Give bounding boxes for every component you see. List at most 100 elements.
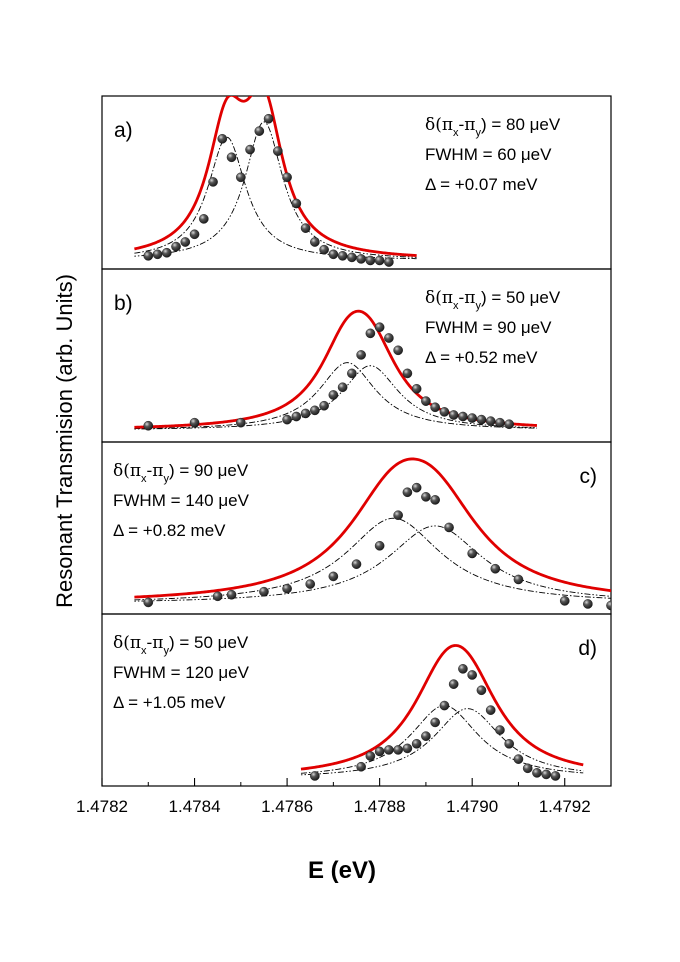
x-tick-label: 1.4790 <box>446 797 498 816</box>
data-point <box>337 251 348 261</box>
data-point <box>217 133 228 144</box>
data-point <box>550 771 561 781</box>
splitting-mid: -π <box>459 115 476 135</box>
data-point <box>559 596 570 606</box>
data-point <box>328 571 339 582</box>
data-point <box>393 510 403 521</box>
data-point <box>198 214 209 224</box>
data-point <box>504 739 515 749</box>
panel-b: b) δ(πx-πy) = 50 μeV FWHM = 90 μeV Δ = +0.5… <box>101 268 612 443</box>
splitting-value: ) = 80 μeV <box>481 115 561 134</box>
splitting-prefix: δ(π <box>425 288 453 308</box>
data-point <box>504 419 515 430</box>
data-point <box>300 408 311 419</box>
data-point <box>430 495 440 505</box>
data-point <box>374 255 385 266</box>
data-point <box>263 113 274 124</box>
data-point <box>356 350 366 360</box>
plot-area <box>300 644 584 781</box>
data-point <box>402 368 413 379</box>
data-point <box>328 249 339 260</box>
data-point <box>161 247 172 258</box>
data-point <box>208 177 218 187</box>
delta-annotation: Δ = +0.52 meV <box>425 348 538 367</box>
component-curve-2 <box>300 708 584 776</box>
splitting-annotation: δ(πx-πy) = 90 μeV <box>113 461 249 485</box>
splitting-sub-x: x <box>453 300 459 312</box>
data-point <box>467 670 477 680</box>
splitting-annotation: δ(πx-πy) = 50 μeV <box>113 633 249 657</box>
splitting-annotation: δ(πx-πy) = 80 μeV <box>425 115 561 139</box>
data-point <box>291 198 302 209</box>
data-point <box>374 746 385 757</box>
data-point <box>310 405 320 416</box>
splitting-mid: -π <box>147 633 164 653</box>
x-tick-label: 1.4784 <box>169 797 221 816</box>
data-point <box>439 700 450 711</box>
x-tick-label: 1.4786 <box>261 797 313 816</box>
data-point <box>393 345 403 356</box>
splitting-sub-x: x <box>141 645 147 657</box>
data-point <box>180 237 191 247</box>
data-point <box>513 754 524 764</box>
x-axis: 1.4782 1.4784 1.4786 1.4788 1.4790 1.4792 <box>76 778 591 816</box>
delta-annotation: Δ = +1.05 meV <box>113 693 226 712</box>
data-point <box>282 172 292 183</box>
data-point <box>485 416 496 426</box>
panel-label: b) <box>114 292 133 315</box>
y-axis-title: Resonant Transmision (arb. Units) <box>52 274 77 608</box>
data-point <box>226 589 237 600</box>
component-curve-2 <box>134 121 417 258</box>
data-point <box>259 586 269 597</box>
component-curve-1 <box>134 362 537 430</box>
data-point <box>143 251 154 261</box>
panel-frame <box>101 613 612 787</box>
data-point <box>310 237 320 247</box>
data-point <box>583 599 593 609</box>
data-point <box>226 152 237 163</box>
data-point <box>411 739 422 749</box>
splitting-sub-x: x <box>453 127 459 139</box>
fit-curve <box>300 644 584 771</box>
splitting-sub-y: y <box>163 473 169 485</box>
plot-area <box>134 457 611 611</box>
data-point <box>513 574 524 585</box>
fwhm-annotation: FWHM = 60 μeV <box>425 145 552 164</box>
data-point <box>212 591 223 602</box>
data-point <box>541 769 552 780</box>
panel-c: c) δ(πx-πy) = 90 μeV FWHM = 140 μeV Δ = +0.… <box>101 441 612 615</box>
data-point <box>444 522 454 533</box>
data-point <box>189 417 200 428</box>
data-point <box>356 761 366 772</box>
data-point <box>273 146 283 156</box>
data-point <box>485 705 496 715</box>
data-point <box>495 417 505 428</box>
data-point <box>356 254 366 264</box>
data-point <box>402 743 413 754</box>
splitting-value: ) = 50 μeV <box>169 633 249 652</box>
plot-area <box>134 96 417 267</box>
fwhm-annotation: FWHM = 140 μeV <box>113 491 250 510</box>
delta-annotation: Δ = +0.82 meV <box>113 521 226 540</box>
data-point <box>310 771 320 781</box>
splitting-prefix: δ(π <box>113 633 141 653</box>
component-curve-1 <box>134 136 417 260</box>
data-point <box>430 717 440 728</box>
x-axis-title: E (eV) <box>308 857 376 884</box>
data-point <box>458 664 468 674</box>
data-point <box>328 390 339 400</box>
splitting-sub-y: y <box>163 645 169 657</box>
panel-label: a) <box>114 119 133 142</box>
plot-area <box>134 309 538 431</box>
data-point <box>402 487 413 498</box>
data-point <box>476 685 487 696</box>
data-point <box>430 402 440 413</box>
splitting-prefix: δ(π <box>113 461 141 481</box>
data-point <box>421 396 431 406</box>
data-point <box>411 482 422 493</box>
splitting-value: ) = 90 μeV <box>169 461 249 480</box>
fwhm-annotation: FWHM = 120 μeV <box>113 663 250 682</box>
data-point <box>532 768 542 778</box>
data-point <box>143 597 154 608</box>
